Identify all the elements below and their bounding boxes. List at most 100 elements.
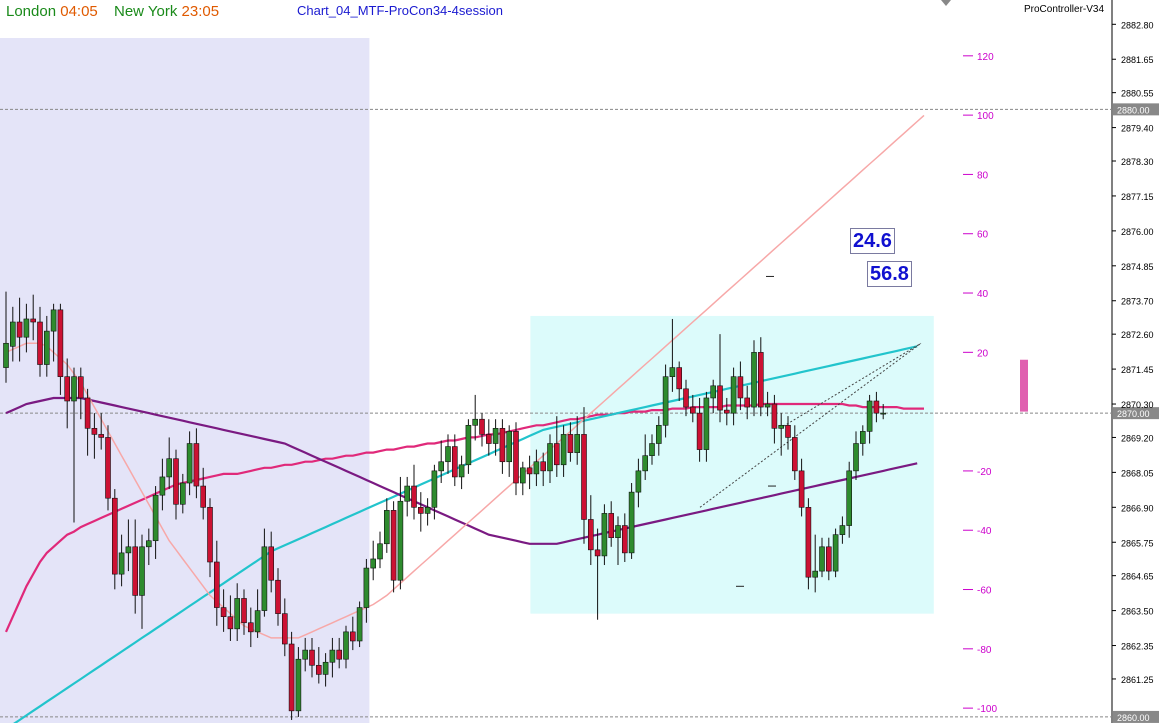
candle-body <box>390 510 397 581</box>
candle-body <box>78 376 84 399</box>
candle-body <box>635 470 642 493</box>
candle-body <box>839 525 846 535</box>
candle-body <box>3 342 9 368</box>
candle-body <box>214 561 220 608</box>
price-tick-label: 2881.65 <box>1121 55 1154 65</box>
candle-body <box>846 470 853 526</box>
level-label: 2860.00 <box>1117 713 1150 723</box>
ma-line-purple <box>5 396 918 545</box>
candle-body <box>587 519 594 551</box>
candle-body <box>526 467 533 475</box>
candle-body <box>723 409 730 414</box>
price-tick-label: 2872.60 <box>1121 330 1154 340</box>
osc-tick-label: 80 <box>977 170 989 181</box>
candle-body <box>798 470 805 508</box>
candle-body <box>880 412 887 415</box>
candle-body <box>689 406 696 414</box>
candle-body <box>621 525 628 554</box>
price-tick-label: 2882.80 <box>1121 20 1154 30</box>
candle-body <box>757 352 764 408</box>
candle-body <box>479 418 485 435</box>
price-tick-label: 2879.40 <box>1121 124 1154 134</box>
osc-tick-label: 60 <box>977 230 989 241</box>
ma-line-slow <box>4 402 924 633</box>
candle-body <box>805 507 812 578</box>
osc-tick-label: -40 <box>977 526 992 537</box>
candle-body <box>853 443 859 472</box>
price-tick-label: 2869.20 <box>1121 433 1154 443</box>
candle-body <box>730 376 737 414</box>
candle-body <box>173 458 179 505</box>
candle-body <box>248 622 254 633</box>
trend-line <box>699 342 922 508</box>
price-tick-label: 2877.15 <box>1121 192 1154 202</box>
candle-body <box>322 661 329 675</box>
price-tick-label: 2866.90 <box>1121 503 1154 513</box>
level-label: 2880.00 <box>1117 105 1150 115</box>
candle-body <box>642 455 649 472</box>
price-tick-label: 2863.50 <box>1121 607 1154 617</box>
osc-tick-label: -20 <box>977 467 992 478</box>
candle-body <box>696 412 703 450</box>
candle-body <box>363 567 370 608</box>
ma-line-fast <box>5 114 925 639</box>
candle-body <box>377 543 383 560</box>
candle-body <box>458 464 465 478</box>
candle-body <box>91 428 98 435</box>
candle-body <box>220 607 227 617</box>
candle-body <box>37 321 43 365</box>
price-tick-label: 2871.45 <box>1121 365 1154 375</box>
candle-body <box>615 525 621 538</box>
candle-body <box>574 434 581 453</box>
candle-body <box>57 309 64 377</box>
candle-body <box>139 546 145 596</box>
price-tick-label: 2878.30 <box>1121 157 1154 167</box>
candle-body <box>547 443 553 472</box>
candle-body <box>472 418 479 426</box>
candle-body <box>655 424 662 444</box>
value-box-1: 24.6 <box>850 228 895 254</box>
candle-body <box>662 376 669 426</box>
price-tick-label: 2880.55 <box>1121 89 1154 99</box>
candle-body <box>485 434 492 444</box>
candle-body <box>778 424 785 429</box>
candle-body <box>281 613 288 645</box>
candle-body <box>180 482 186 505</box>
candle-body <box>703 397 710 450</box>
candle-body <box>628 491 635 554</box>
candle-body <box>159 476 166 496</box>
candle-body <box>356 607 363 642</box>
candle-body <box>519 467 526 484</box>
candle-body <box>152 494 159 542</box>
candle-body <box>186 443 193 484</box>
chart-menu-arrow-icon[interactable] <box>941 0 951 6</box>
candle-body <box>118 552 125 575</box>
candle-body <box>207 507 213 563</box>
osc-tick-label: 20 <box>977 348 989 359</box>
candle-body <box>710 385 717 399</box>
candle-body <box>16 321 23 338</box>
candle-body <box>23 318 30 338</box>
level-label-bg <box>1113 710 1159 723</box>
candle-body <box>553 443 560 466</box>
candle-body <box>227 616 234 630</box>
candle-body <box>71 376 77 402</box>
candle-body <box>261 546 268 611</box>
candle-body <box>567 434 574 453</box>
trend-line <box>779 342 922 429</box>
candle-body <box>370 558 377 569</box>
candle-body <box>200 485 206 508</box>
candle-body <box>10 321 16 347</box>
osc-tick-label: -60 <box>977 586 992 597</box>
candle-body <box>254 610 261 633</box>
candle-body <box>438 461 445 472</box>
candle-body <box>540 461 547 472</box>
candle-body <box>125 546 132 554</box>
price-tick-label: 2862.35 <box>1121 642 1154 652</box>
london-label: London <box>6 3 57 20</box>
candle-body <box>492 428 499 444</box>
candle-body <box>50 309 57 332</box>
session-box-ny <box>530 315 934 614</box>
newyork-session-clock: New York 23:05 <box>114 3 219 20</box>
